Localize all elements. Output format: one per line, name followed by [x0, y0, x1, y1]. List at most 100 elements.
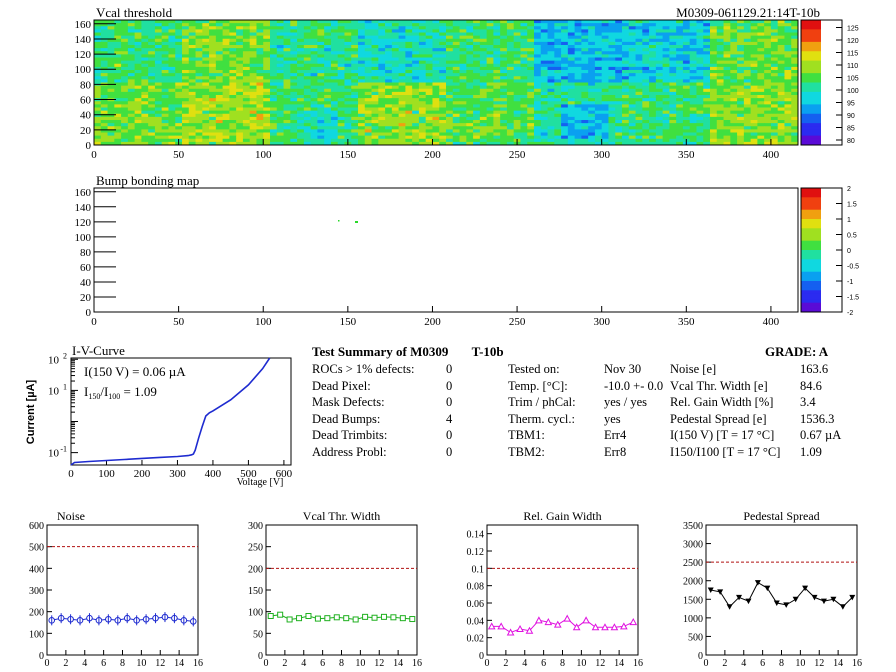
vcal-map-cell — [412, 141, 420, 146]
vcal-map-cell — [297, 20, 305, 24]
vcal-map-cell — [723, 116, 731, 121]
panel-vcal-thr-width-point — [277, 611, 284, 618]
vcal-map-cell — [385, 51, 393, 55]
vcal-map-cell — [290, 76, 298, 80]
vcal-map-cell — [649, 113, 657, 118]
vcal-map-cell — [534, 138, 542, 143]
vcal-map-cell — [154, 113, 163, 118]
vcal-map-cell — [486, 129, 494, 133]
vcal-map-cell — [473, 45, 481, 49]
vcal-map-cell — [716, 107, 724, 112]
vcal-map-cell — [784, 116, 792, 121]
vcal-map-cell — [425, 120, 433, 124]
vcal-map-cell — [121, 141, 129, 146]
vcal-map-cell — [256, 110, 264, 115]
bump-scale-band — [801, 234, 821, 239]
vcal-map-cell — [459, 20, 467, 24]
vcal-map-cell — [730, 73, 738, 77]
vcal-map-cell — [310, 123, 318, 127]
vcal-map-cell — [94, 113, 102, 118]
vcal-map-cell — [425, 51, 433, 55]
vcal-map-cell — [276, 54, 284, 58]
vcal-map-cell — [649, 23, 657, 27]
vcal-map-cell — [486, 132, 494, 137]
vcal-map-cell — [750, 95, 758, 99]
vcal-map-cell — [324, 60, 332, 65]
vcal-map-cell — [486, 110, 494, 115]
vcal-map-cell — [540, 104, 548, 108]
vcal-map-cell — [669, 23, 677, 27]
vcal-map-cell — [574, 123, 582, 127]
vcal-map-cell — [581, 63, 589, 68]
vcal-map-cell — [506, 113, 515, 118]
vcal-map-cell — [391, 132, 400, 137]
vcal-map-cell — [737, 113, 745, 118]
vcal-map-cell — [459, 57, 467, 62]
vcal-map-cell — [425, 85, 433, 90]
vcal-map-cell — [378, 85, 386, 90]
vcal-map-frame — [93, 19, 799, 146]
vcal-map-cell — [418, 123, 427, 127]
vcal-map-cell — [534, 57, 542, 62]
vcal-map-cell — [283, 79, 291, 83]
vcal-map-cell — [412, 32, 420, 37]
vcal-map-cell — [608, 135, 616, 140]
vcal-map-cell — [121, 66, 129, 71]
vcal-map-cell — [418, 20, 427, 24]
vcal-map-cell — [520, 23, 528, 27]
vcal-map-cell — [229, 101, 237, 105]
vcal-map-cell — [107, 101, 115, 105]
vcal-scale-band — [801, 32, 821, 37]
vcal-map-cell — [270, 116, 278, 121]
vcal-map-cell — [784, 104, 792, 108]
vcal-map-cell — [540, 123, 548, 127]
vcal-map-cell — [791, 138, 799, 143]
vcal-map-cell — [229, 45, 237, 49]
vcal-map-cell — [770, 48, 779, 52]
vcal-map-cell — [127, 135, 136, 140]
vcal-map-cell — [622, 48, 630, 52]
vcal-map-cell — [622, 57, 630, 62]
vcal-map-cell — [222, 132, 230, 137]
vcal-map-cell — [405, 48, 413, 52]
vcal-map-cell — [175, 35, 183, 40]
vcal-map-cell — [581, 110, 589, 115]
panel-pedestal-spread-point — [707, 587, 714, 593]
vcal-map-cell — [479, 126, 488, 130]
vcal-map-cell — [689, 41, 697, 46]
vcal-map-cell — [716, 138, 724, 143]
vcal-map-cell — [425, 70, 433, 74]
vcal-map-cell — [188, 54, 196, 58]
vcal-map-cell — [297, 45, 305, 49]
vcal-map-cell — [215, 48, 224, 52]
vcal-map-cell — [561, 135, 569, 140]
vcal-map-cell — [330, 141, 339, 146]
vcal-map-cell — [317, 141, 325, 146]
vcal-map-cell — [378, 45, 386, 49]
panel-pedestal-spread-point — [764, 585, 771, 592]
vcal-map-cell — [236, 63, 244, 68]
vcal-map-cell — [161, 76, 169, 80]
bump-map-y-tick-label: 80 — [80, 247, 92, 259]
vcal-map-cell — [405, 35, 413, 40]
vcal-map-cell — [188, 126, 196, 130]
vcal-map-cell — [100, 20, 108, 24]
vcal-map-cell — [439, 101, 447, 105]
vcal-map-cell — [290, 129, 298, 133]
vcal-map-cell — [716, 110, 724, 115]
vcal-map-cell — [188, 104, 196, 108]
vcal-map-cell — [114, 116, 122, 121]
vcal-map-cell — [276, 107, 284, 112]
vcal-map-cell — [473, 70, 481, 74]
vcal-map-cell — [154, 57, 163, 62]
vcal-map-cell — [743, 70, 752, 74]
vcal-map-cell — [669, 82, 677, 87]
vcal-map-cell — [682, 51, 691, 55]
vcal-map-cell — [330, 88, 339, 93]
vcal-map-cell — [127, 88, 136, 93]
vcal-map-cell — [689, 104, 697, 108]
vcal-map-cell — [791, 141, 799, 146]
vcal-map-cell — [418, 79, 427, 83]
vcal-map-cell — [330, 26, 339, 30]
vcal-map-cell — [615, 126, 623, 130]
